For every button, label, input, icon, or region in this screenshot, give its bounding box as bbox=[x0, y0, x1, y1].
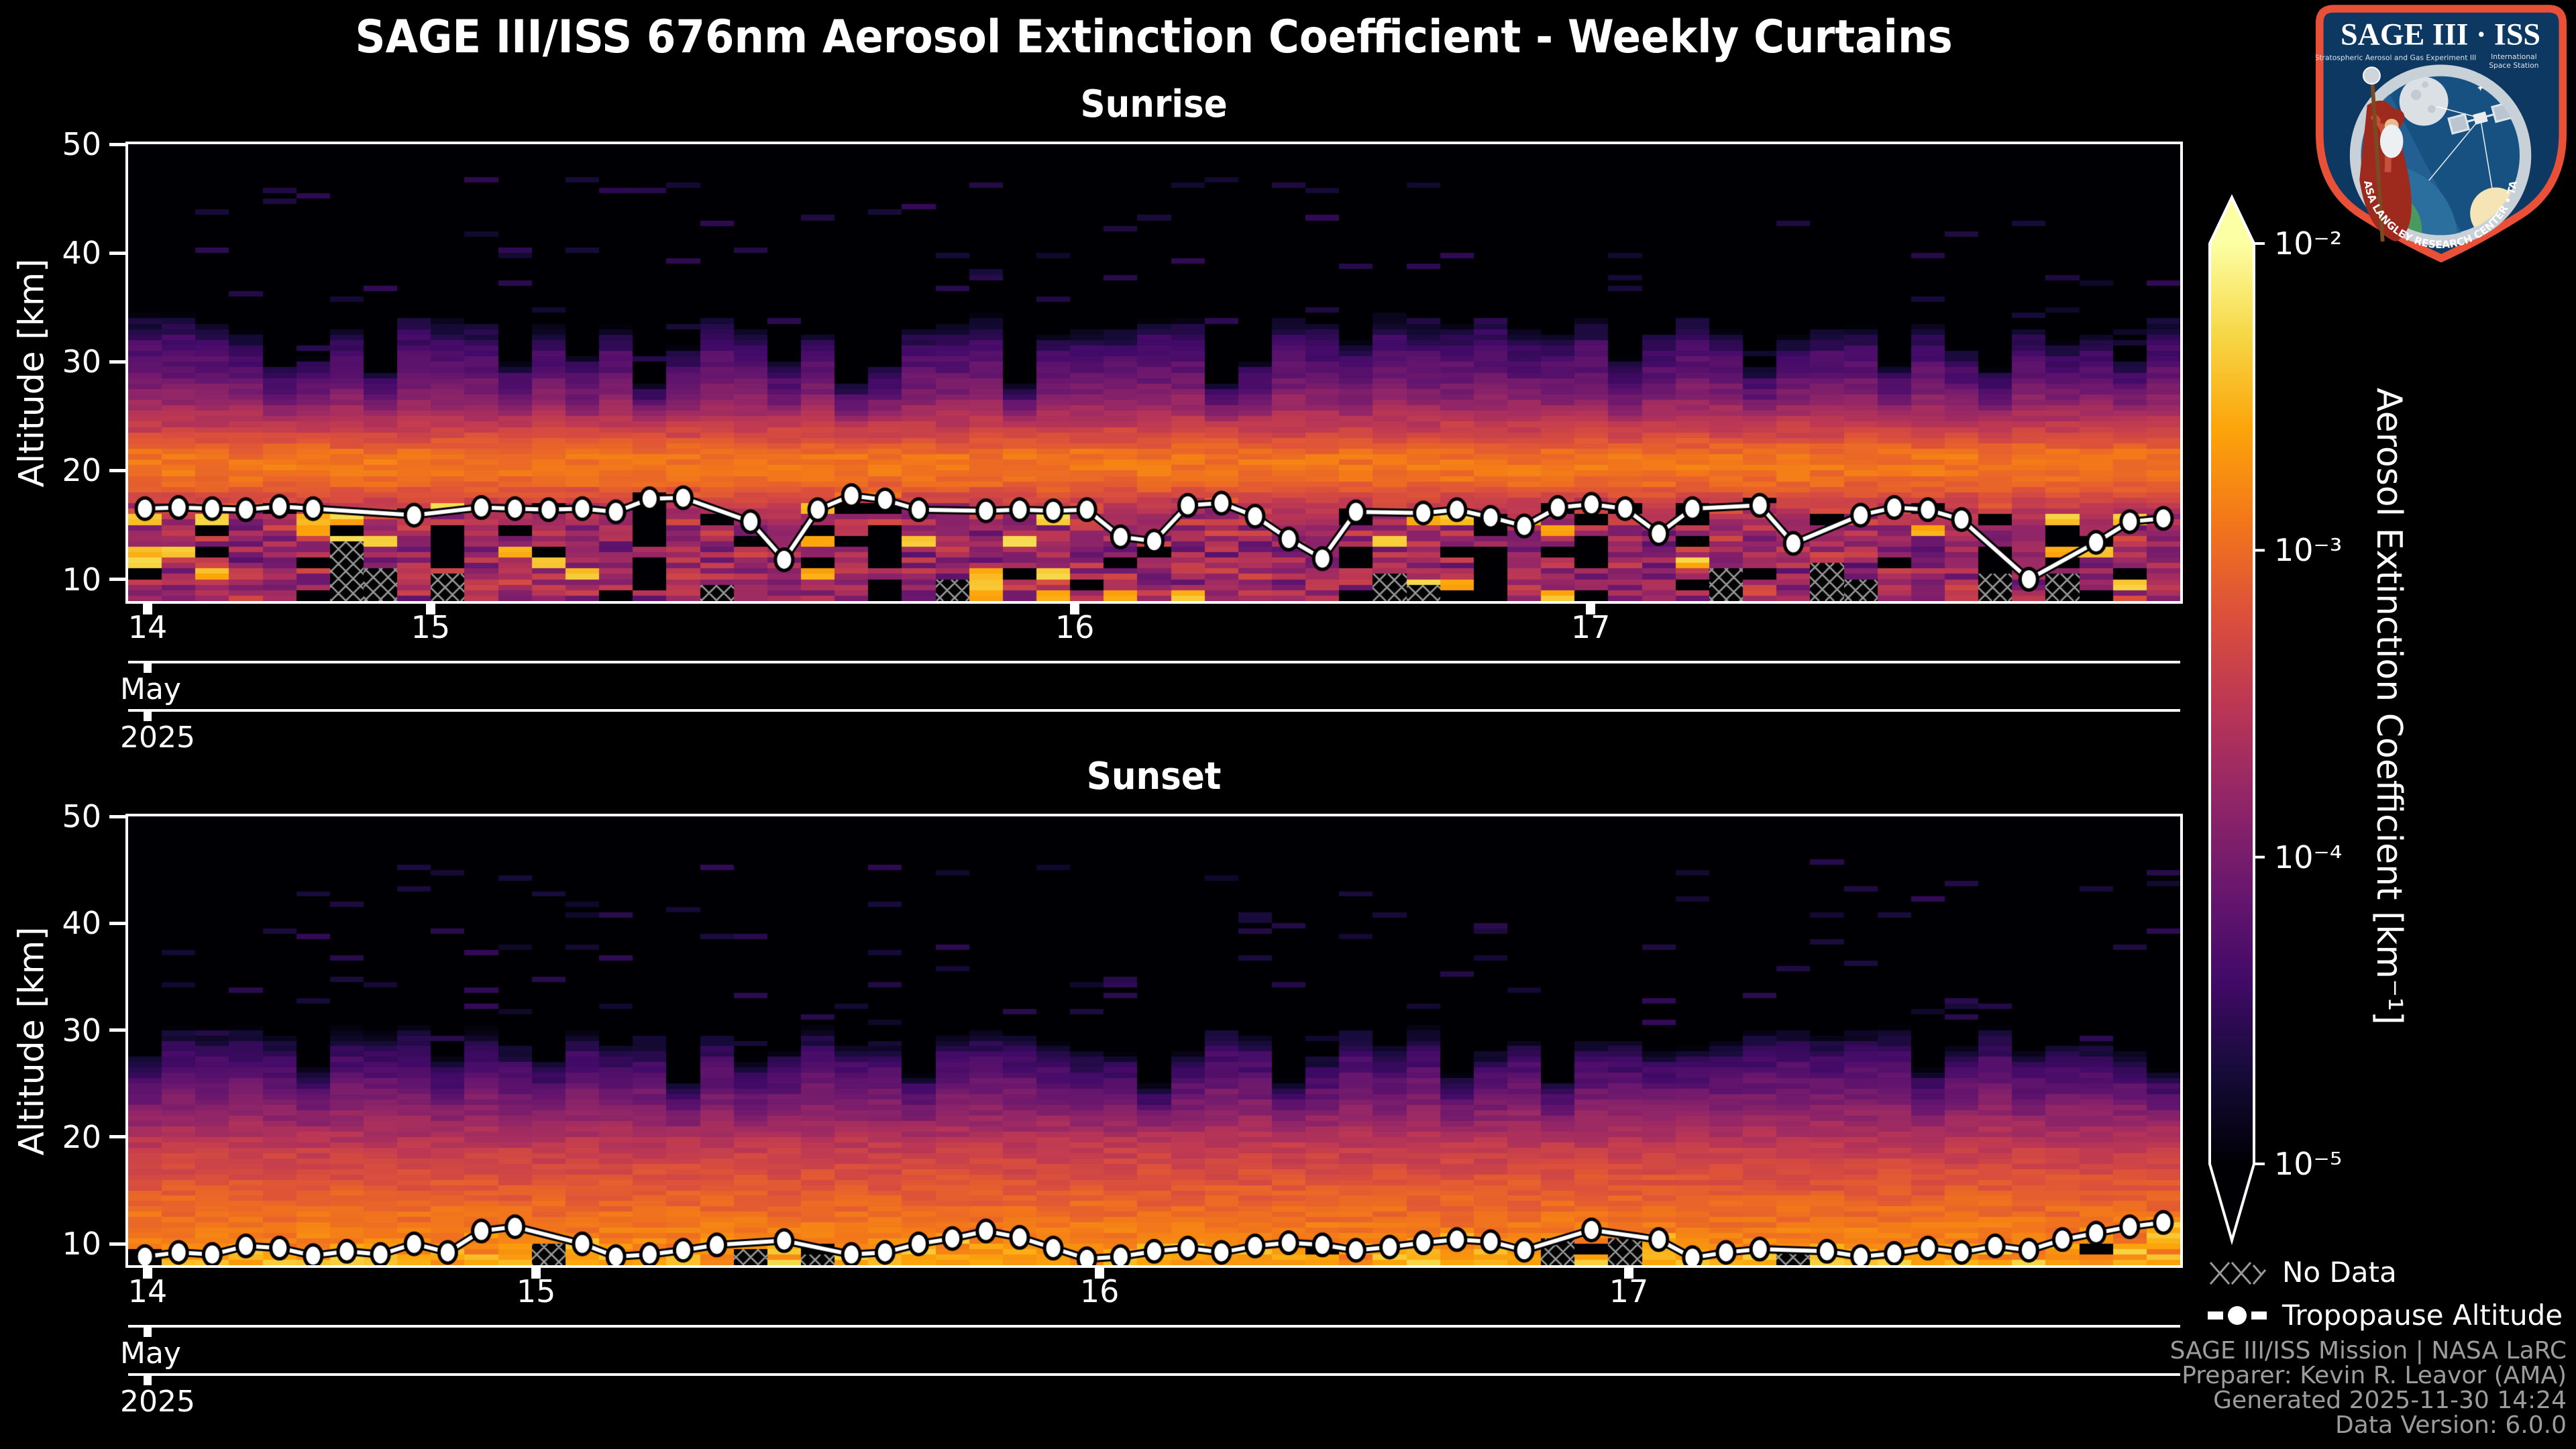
y-tick-label: 50 bbox=[62, 126, 101, 162]
month-label: May bbox=[120, 1336, 181, 1371]
colorbar-tick-label: 10⁻⁴ bbox=[2274, 839, 2343, 875]
month-tick bbox=[144, 663, 152, 673]
year-label: 2025 bbox=[120, 720, 195, 755]
y-tick bbox=[109, 814, 125, 818]
sage-iss-mission-logo: SAGE III · ISS Stratospheric Aerosol and… bbox=[2316, 4, 2567, 263]
x-tick-label: 17 bbox=[1609, 1273, 1649, 1309]
y-tick bbox=[109, 1242, 125, 1246]
month-separator-line bbox=[128, 1325, 2180, 1328]
logo-subtitle-right-2: Space Station bbox=[2489, 61, 2538, 70]
x-tick bbox=[1586, 604, 1596, 614]
logo-subtitle-left: Stratospheric Aerosol and Gas Experiment… bbox=[2316, 54, 2476, 62]
attribution-line: Data Version: 6.0.0 bbox=[2335, 1411, 2567, 1439]
y-tick bbox=[109, 251, 125, 255]
colorbar-ticks bbox=[2254, 242, 2265, 1165]
year-tick bbox=[144, 1376, 152, 1385]
tropopause-legend-icon bbox=[2208, 1306, 2267, 1325]
y-tick bbox=[109, 142, 125, 146]
month-label: May bbox=[120, 672, 181, 706]
x-tick-label: 16 bbox=[1055, 609, 1095, 645]
x-tick-label: 14 bbox=[127, 609, 168, 645]
x-tick bbox=[425, 604, 435, 614]
month-tick bbox=[144, 1328, 152, 1337]
x-tick-label: 15 bbox=[516, 1273, 556, 1309]
attribution-line: Preparer: Kevin R. Leavor (AMA) bbox=[2182, 1362, 2567, 1389]
y-tick bbox=[109, 1028, 125, 1032]
attribution-line: SAGE III/ISS Mission | NASA LaRC bbox=[2169, 1337, 2567, 1364]
x-tick bbox=[143, 1268, 153, 1279]
y-tick-label: 30 bbox=[62, 343, 101, 380]
colorbar bbox=[2208, 194, 2265, 1246]
no-data-legend-icon bbox=[2208, 1260, 2267, 1285]
tropopause-legend-label: Tropopause Altitude bbox=[2282, 1299, 2563, 1332]
x-tick-label: 16 bbox=[1079, 1273, 1120, 1309]
x-tick-label: 14 bbox=[127, 1273, 168, 1309]
sunset-heatmap-canvas bbox=[128, 816, 2180, 1265]
sunset-plot: Sunset Altitude [km] 50 40 30 20 10 14 15 16 17 M… bbox=[12, 755, 2183, 1417]
y-tick-label: 30 bbox=[62, 1012, 101, 1049]
y-tick bbox=[109, 921, 125, 925]
year-tick bbox=[144, 712, 152, 721]
sunset-plot-title: Sunset bbox=[1087, 755, 1222, 798]
y-tick bbox=[109, 1135, 125, 1139]
y-tick-label: 50 bbox=[62, 798, 101, 835]
y-tick-label: 20 bbox=[62, 452, 101, 489]
colorbar-tick-label: 10⁻³ bbox=[2274, 532, 2343, 569]
sunrise-heatmap-canvas bbox=[128, 144, 2180, 601]
logo-subtitle-right-1: International bbox=[2491, 52, 2537, 61]
attribution-block: SAGE III/ISS Mission | NASA LaRC Prepare… bbox=[2170, 1338, 2567, 1438]
y-tick-label: 40 bbox=[62, 235, 101, 272]
logo-title: SAGE III · ISS bbox=[2341, 17, 2540, 52]
sunrise-plot-title: Sunrise bbox=[1080, 83, 1228, 126]
x-tick bbox=[1095, 1268, 1105, 1279]
attribution-line: Generated 2025-11-30 14:24 bbox=[2213, 1387, 2567, 1414]
year-separator-line bbox=[128, 1373, 2180, 1376]
x-tick bbox=[1070, 604, 1080, 614]
colorbar-tick-label: 10⁻² bbox=[2274, 225, 2343, 262]
x-tick bbox=[143, 604, 153, 614]
x-tick bbox=[531, 1268, 541, 1279]
year-separator-line bbox=[128, 709, 2180, 712]
x-tick bbox=[1624, 1268, 1634, 1279]
y-tick-label: 10 bbox=[62, 1226, 101, 1263]
y-tick-label: 40 bbox=[62, 905, 101, 942]
colorbar-tick-label: 10⁻⁵ bbox=[2274, 1146, 2343, 1182]
y-tick bbox=[109, 360, 125, 364]
y-tick bbox=[109, 578, 125, 582]
colorbar-axis-label: Aerosol Extinction Coefficient [km⁻¹] bbox=[2369, 388, 2409, 1025]
year-label: 2025 bbox=[120, 1385, 195, 1419]
month-separator-line bbox=[128, 661, 2180, 663]
page-title: SAGE III/ISS 676nm Aerosol Extinction Co… bbox=[355, 11, 1953, 64]
x-tick-label: 15 bbox=[411, 609, 451, 645]
x-tick-label: 17 bbox=[1570, 609, 1611, 645]
sunrise-plot: Sunrise Altitude [km] 50 40 30 20 10 14 15 16 17… bbox=[12, 83, 2183, 753]
logo-sage-figure bbox=[2359, 66, 2412, 242]
y-tick-label: 20 bbox=[62, 1118, 101, 1155]
y-tick bbox=[109, 468, 125, 472]
y-tick-label: 10 bbox=[62, 561, 101, 598]
no-data-legend-label: No Data bbox=[2282, 1256, 2397, 1289]
colorbar-gradient-bar bbox=[2208, 194, 2255, 1246]
